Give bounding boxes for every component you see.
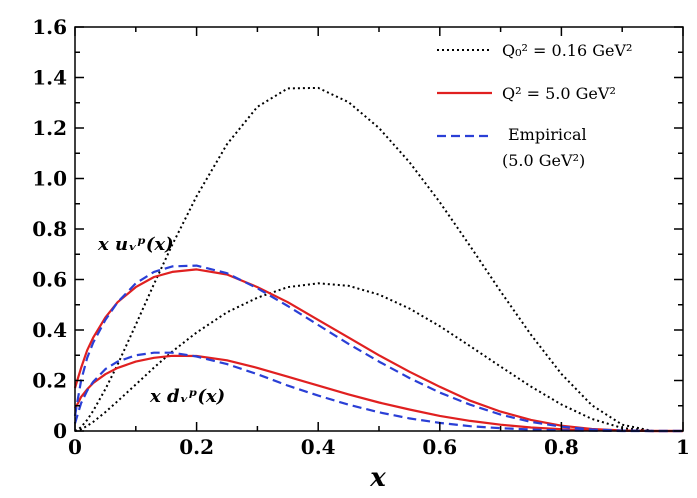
series-line-solid-2 bbox=[73, 268, 683, 433]
x-tick-label: 1 bbox=[676, 435, 690, 459]
series-line-dashed-4 bbox=[73, 264, 683, 433]
legend-label-initial-scale: Q₀² = 0.16 GeV² bbox=[502, 41, 632, 60]
x-tick-label: 0 bbox=[68, 435, 82, 459]
y-tick-label: 0.6 bbox=[32, 268, 67, 292]
legend-label-empirical: Empirical bbox=[508, 125, 587, 144]
x-tick-label: 0.8 bbox=[544, 435, 579, 459]
y-tick-label: 0.4 bbox=[32, 318, 67, 342]
up-valence-label: x uᵥᵖ(x) bbox=[97, 234, 174, 255]
x-tick-label: 0.6 bbox=[422, 435, 457, 459]
y-tick-label: 1.6 bbox=[32, 15, 67, 39]
x-axis-title: x bbox=[369, 463, 386, 493]
tick-labels-layer: 0 0.2 0.4 0.6 0.8 1 0 0.2 0.4 0.6 0.8 1.0 1.2 1.4 1.6 bbox=[32, 15, 690, 459]
curves-layer bbox=[73, 86, 683, 433]
y-tick-label: 0.8 bbox=[32, 217, 67, 241]
series-line-solid-3 bbox=[74, 354, 683, 433]
x-tick-label: 0.4 bbox=[301, 435, 336, 459]
x-tick-label: 0.2 bbox=[179, 435, 214, 459]
y-tick-label: 0 bbox=[53, 419, 67, 443]
series-line-dotted-1 bbox=[74, 282, 683, 432]
y-tick-label: 1.2 bbox=[32, 116, 67, 140]
series-line-dashed-5 bbox=[73, 351, 683, 433]
y-tick-label: 0.2 bbox=[32, 369, 67, 393]
y-tick-label: 1.4 bbox=[32, 66, 67, 90]
ticks-layer bbox=[74, 26, 684, 432]
legend-label-evolved-scale: Q² = 5.0 GeV² bbox=[502, 84, 616, 103]
y-tick-label: 1.0 bbox=[32, 167, 67, 191]
legend: Q₀² = 0.16 GeV² Q² = 5.0 GeV² Empirical … bbox=[437, 41, 632, 170]
legend-label-empirical-scale: (5.0 GeV²) bbox=[502, 151, 585, 170]
series-line-dotted-0 bbox=[74, 86, 683, 432]
down-valence-label: x dᵥᵖ(x) bbox=[149, 386, 225, 407]
